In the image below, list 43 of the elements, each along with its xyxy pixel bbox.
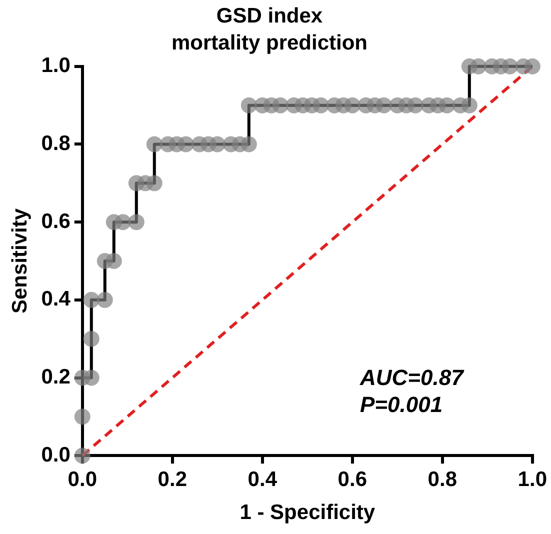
x-tick-label: 0.8 bbox=[428, 468, 458, 491]
x-tick-label: 0.6 bbox=[338, 468, 367, 491]
point bbox=[272, 97, 288, 114]
y-tick-label: 0.2 bbox=[41, 366, 70, 389]
x-tick-label: 0.4 bbox=[248, 468, 278, 491]
point bbox=[470, 58, 486, 74]
point bbox=[407, 97, 424, 114]
x-axis-title: 1 - Specificity bbox=[240, 501, 376, 524]
point bbox=[344, 97, 360, 114]
point bbox=[83, 370, 100, 386]
point bbox=[240, 97, 257, 114]
point bbox=[74, 448, 90, 464]
point bbox=[83, 292, 100, 308]
y-tick-label: 1.0 bbox=[41, 54, 70, 78]
point bbox=[376, 97, 392, 114]
y-tick-label: 0.4 bbox=[41, 288, 71, 311]
y-tick-label: 0.6 bbox=[41, 210, 70, 233]
point bbox=[96, 292, 113, 308]
point bbox=[209, 136, 226, 152]
point bbox=[240, 136, 257, 152]
point bbox=[83, 330, 100, 347]
y-tick-label: 0.0 bbox=[41, 443, 70, 466]
point bbox=[146, 175, 162, 192]
point bbox=[312, 97, 329, 114]
point bbox=[74, 408, 90, 425]
annotation: AUC=0.87 bbox=[360, 364, 464, 391]
x-tick-label: 0.2 bbox=[158, 468, 187, 491]
chart-title: GSD index bbox=[216, 4, 323, 28]
point bbox=[114, 214, 131, 230]
point bbox=[502, 58, 518, 74]
point bbox=[438, 97, 455, 114]
chart-subtitle: mortality prediction bbox=[171, 32, 368, 55]
point bbox=[146, 136, 162, 152]
y-axis-title: Sensitivity bbox=[8, 208, 32, 314]
point bbox=[106, 253, 122, 269]
y-tick-label: 0.8 bbox=[41, 132, 71, 156]
x-tick-label: 1.0 bbox=[518, 468, 548, 491]
point bbox=[524, 58, 540, 74]
point bbox=[178, 136, 194, 152]
point bbox=[461, 97, 478, 114]
x-tick-label: 0.0 bbox=[68, 468, 97, 491]
annotation: P=0.001 bbox=[360, 391, 444, 418]
point bbox=[128, 214, 144, 230]
